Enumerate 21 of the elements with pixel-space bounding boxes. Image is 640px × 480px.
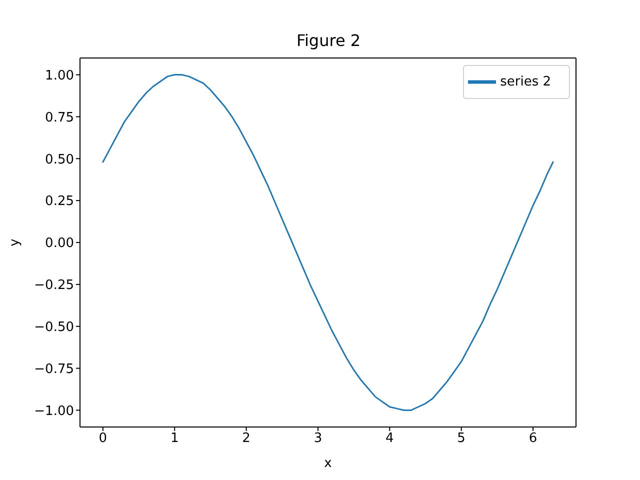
x-tick-label: 5 [457, 431, 466, 446]
y-tick-label: 0.25 [45, 194, 74, 210]
line-series [102, 74, 554, 411]
x-tick-label: 3 [314, 431, 322, 446]
y-tick-label: −0.75 [34, 362, 74, 377]
legend-label: series 2 [500, 74, 551, 90]
y-axis-title: y [8, 238, 23, 246]
y-tick-label: −0.25 [34, 278, 74, 294]
y-tick-label: 1.00 [45, 68, 74, 84]
y-tick-label: 0.75 [45, 110, 74, 126]
chart-title: Figure 2 [295, 31, 362, 51]
y-tick-label: −1.00 [34, 404, 74, 419]
y-tick-label: 0.50 [45, 152, 74, 168]
x-tick-label: 0 [98, 431, 108, 446]
x-tick-label: 1 [170, 431, 179, 446]
y-tick-label: 0.00 [45, 236, 74, 252]
x-axis-title: x [324, 456, 332, 471]
x-tick-label: 6 [528, 431, 538, 446]
y-tick-label: −0.50 [34, 320, 74, 335]
x-tick-label: 2 [242, 431, 250, 446]
x-tick-label: 4 [386, 431, 394, 446]
